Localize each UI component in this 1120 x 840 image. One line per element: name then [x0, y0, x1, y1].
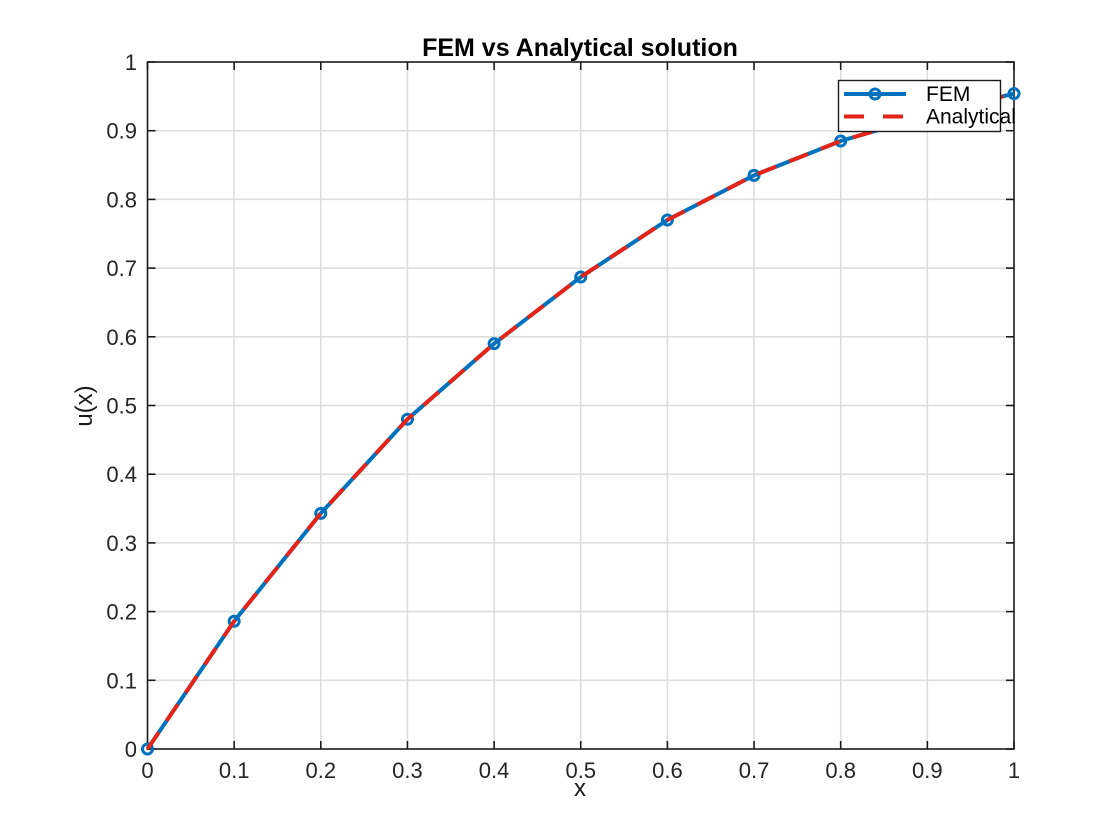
chart-title: FEM vs Analytical solution — [422, 34, 738, 62]
x-tick-label: 0.8 — [825, 758, 856, 783]
x-tick-label: 0 — [141, 758, 153, 783]
y-tick-label: 1 — [125, 50, 137, 75]
legend-label-fem: FEM — [926, 83, 970, 106]
x-tick-label: 1 — [1008, 758, 1020, 783]
x-tick-label: 0.3 — [392, 758, 423, 783]
y-tick-label: 0.3 — [106, 531, 137, 556]
fem-marker — [1007, 87, 1021, 101]
y-tick-label: 0.8 — [106, 187, 137, 212]
y-tick-label: 0.1 — [106, 668, 137, 693]
legend: FEM Analytical — [837, 79, 1016, 133]
y-tick-label: 0.6 — [106, 325, 137, 350]
legend-box — [837, 79, 1002, 133]
legend-label-analytical: Analytical — [926, 106, 1016, 129]
gridlines — [147, 62, 1014, 749]
y-tick-label: 0.5 — [106, 394, 137, 419]
fem-marker — [141, 742, 154, 756]
y-axis-label: u(x) — [71, 385, 98, 426]
y-tick-label: 0 — [125, 737, 137, 762]
x-axis-label: x — [574, 775, 586, 802]
y-tick-label: 0.2 — [106, 600, 137, 625]
fem-marker — [400, 412, 414, 426]
fem-marker — [227, 614, 241, 628]
x-tick-label: 0.7 — [739, 758, 770, 783]
legend-fem-marker-icon — [868, 87, 882, 101]
x-tick-label: 0.5 — [565, 758, 596, 783]
x-tick-label: 0.1 — [219, 758, 250, 783]
x-tick-label: 0.2 — [306, 758, 337, 783]
fem-marker — [487, 337, 501, 351]
fem-marker — [314, 506, 328, 520]
x-tick-label: 0.6 — [652, 758, 683, 783]
analytical-line — [145, 91, 1015, 751]
x-tick-label: 0.4 — [479, 758, 510, 783]
y-tick-label: 0.9 — [106, 119, 137, 144]
x-tick-label: 0.9 — [912, 758, 943, 783]
fem-marker — [660, 213, 674, 227]
y-tick-label: 0.7 — [106, 256, 137, 281]
y-tick-label: 0.4 — [106, 462, 137, 487]
axes-box-group — [146, 61, 1015, 750]
fem-marker — [574, 270, 588, 284]
tick-labels: 0 0.1 0.2 0.3 0.4 0.5 0.6 0.7 0.8 0.9 1 0 0.1 0.2 0.3 0… — [106, 50, 1020, 783]
